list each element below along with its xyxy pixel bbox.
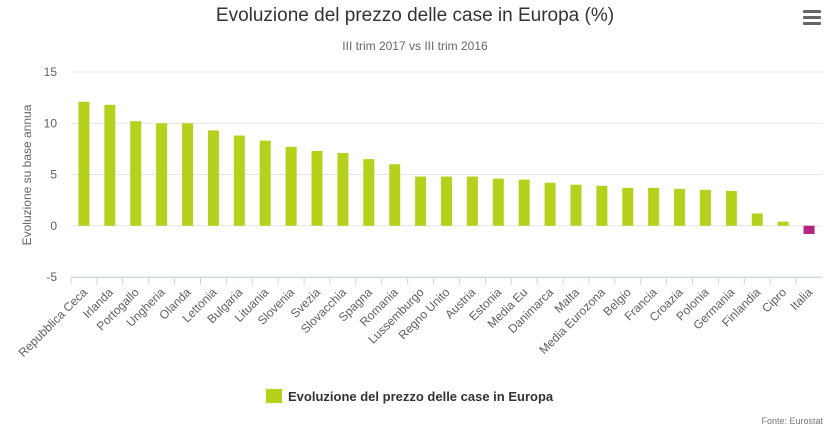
x-tick-label: Cipro — [759, 285, 789, 315]
bar[interactable] — [544, 182, 556, 226]
y-axis-title: Evoluzione su base annua — [20, 104, 34, 245]
y-tick-label: 15 — [44, 65, 58, 79]
bar[interactable] — [648, 187, 660, 226]
y-axis-ticks: -5 0 5 10 15 — [44, 65, 58, 284]
chart-subtitle: III trim 2017 vs III trim 2016 — [342, 39, 488, 53]
bar[interactable] — [751, 213, 763, 226]
bar[interactable] — [492, 178, 504, 226]
credits: Fonte: Eurostat — [761, 416, 823, 426]
bar[interactable] — [337, 152, 349, 226]
bar[interactable] — [518, 179, 530, 226]
bar[interactable] — [207, 130, 219, 226]
legend-label: Evoluzione del prezzo delle case in Euro… — [288, 389, 554, 404]
bar[interactable] — [466, 176, 478, 226]
y-tick-label: 0 — [50, 219, 57, 233]
gridlines — [71, 71, 822, 278]
bar[interactable] — [156, 123, 168, 226]
x-axis-labels: Repubblica CecaIrlandaPortogalloUngheria… — [16, 277, 815, 360]
bar[interactable] — [104, 104, 116, 226]
bar[interactable] — [622, 187, 634, 226]
y-tick-label: 10 — [44, 116, 58, 130]
bar[interactable] — [777, 221, 789, 226]
bar-series — [78, 101, 815, 234]
bar[interactable] — [674, 188, 686, 226]
chart-title: Evoluzione del prezzo delle case in Euro… — [216, 5, 614, 26]
bar[interactable] — [441, 176, 452, 226]
bar[interactable] — [78, 101, 90, 226]
x-tick-label: Italia — [787, 285, 815, 313]
bar[interactable] — [259, 140, 271, 226]
bar[interactable] — [130, 121, 142, 226]
hamburger-menu-icon[interactable] — [796, 8, 826, 30]
legend-swatch — [266, 389, 282, 403]
bar[interactable] — [570, 184, 582, 226]
bar[interactable] — [803, 225, 815, 234]
x-tick-label: Repubblica Ceca — [16, 285, 91, 360]
bar[interactable] — [233, 135, 245, 226]
legend[interactable]: Evoluzione del prezzo delle case in Euro… — [266, 389, 554, 404]
bar[interactable] — [699, 189, 711, 226]
y-tick-label: 5 — [50, 168, 57, 182]
bar[interactable] — [363, 159, 375, 226]
bar[interactable] — [725, 190, 737, 226]
y-tick-label: -5 — [46, 270, 57, 284]
bar[interactable] — [389, 164, 401, 226]
bar[interactable] — [182, 123, 194, 226]
bar[interactable] — [596, 185, 608, 226]
bar[interactable] — [285, 146, 297, 226]
bar[interactable] — [415, 176, 427, 226]
bar[interactable] — [311, 150, 323, 226]
